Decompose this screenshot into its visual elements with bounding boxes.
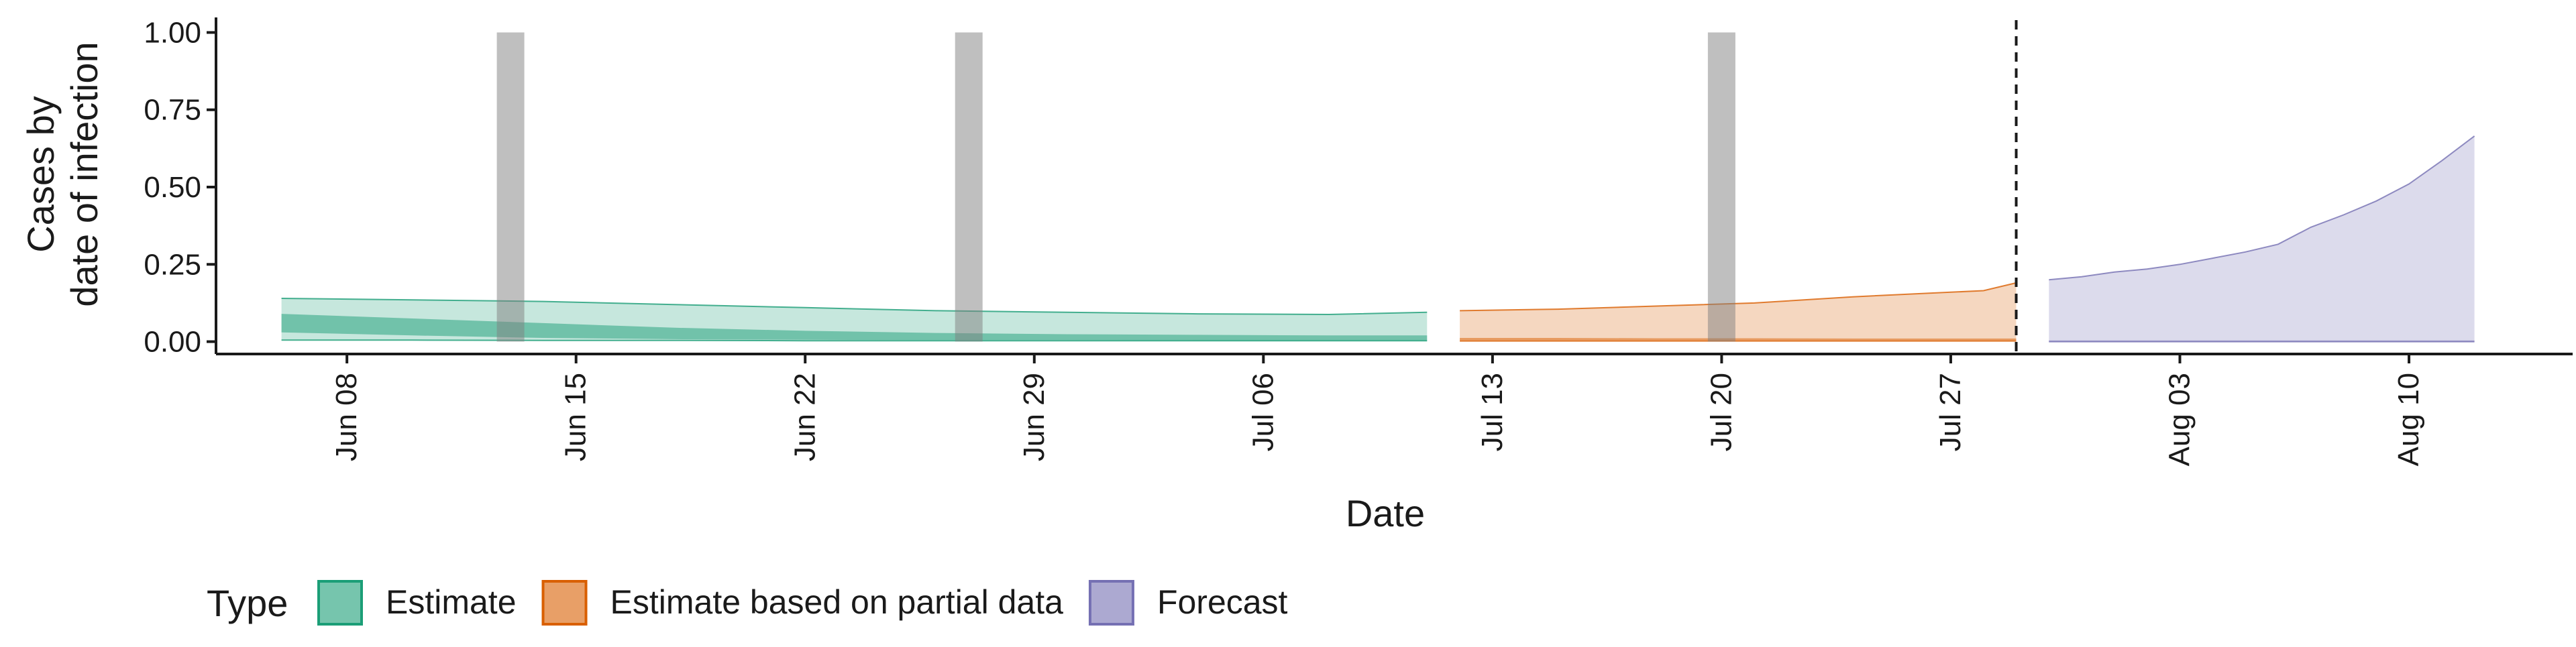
plot-area bbox=[281, 20, 2475, 354]
highlight-bar-3 bbox=[1707, 32, 1735, 342]
x-tick-label: Jun 08 bbox=[330, 373, 363, 461]
y-axis-title-line-1: Cases by bbox=[19, 96, 62, 252]
x-tick-label: Jun 22 bbox=[788, 373, 821, 461]
x-tick-label: Jul 20 bbox=[1705, 373, 1737, 451]
legend-title: Type bbox=[207, 582, 288, 624]
legend-label-estimate-based-on-partial-data: Estimate based on partial data bbox=[610, 583, 1064, 621]
legend: Type Estimate Estimate based on partial d… bbox=[207, 580, 1288, 626]
highlight-bar-1 bbox=[496, 32, 525, 342]
series-estimate-based-on-partial-data-upper-line bbox=[1460, 282, 2017, 312]
legend-swatch-estimate-based-on-partial-data bbox=[541, 580, 588, 626]
y-tick-label: 0.00 bbox=[144, 326, 201, 359]
legend-label-forecast: Forecast bbox=[1157, 583, 1288, 621]
y-tick-label: 0.75 bbox=[144, 94, 201, 127]
legend-swatch-forecast bbox=[1088, 580, 1134, 626]
x-tick-label: Jul 27 bbox=[1934, 373, 1967, 451]
y-axis-title-line-2: date of infection bbox=[63, 42, 105, 306]
legend-swatch-estimate bbox=[317, 580, 363, 626]
y-tick-label: 1.00 bbox=[144, 16, 201, 49]
series-estimate-inner-band bbox=[281, 314, 1428, 341]
x-tick-label: Jun 15 bbox=[559, 373, 592, 461]
y-tick-label: 0.50 bbox=[144, 171, 201, 204]
axes: 0.00 0.25 0.50 0.75 1.00 Jun 08 Jun 15 Jun 22 Ju… bbox=[144, 16, 2573, 466]
series-estimate-lower-line bbox=[281, 339, 1428, 342]
series-estimate-based-on-partial-data-outer-band bbox=[1460, 282, 2017, 341]
x-tick-label: Aug 03 bbox=[2163, 373, 2196, 466]
series-estimate-based-on-partial-data-inner-band bbox=[1460, 338, 2017, 341]
series-forecast-outer-band bbox=[2049, 135, 2475, 342]
series-forecast-upper-line bbox=[2049, 135, 2475, 281]
y-tick-label: 0.25 bbox=[144, 248, 201, 281]
highlight-bar-2 bbox=[955, 32, 983, 342]
x-tick-label: Jul 13 bbox=[1476, 373, 1509, 451]
x-axis-title: Date bbox=[1346, 492, 1425, 534]
series-estimate-upper-line bbox=[281, 298, 1428, 316]
legend-label-estimate: Estimate bbox=[386, 583, 517, 621]
x-tick-label: Jun 29 bbox=[1018, 373, 1051, 461]
x-tick-label: Aug 10 bbox=[2392, 373, 2425, 466]
x-tick-label: Jul 06 bbox=[1246, 373, 1279, 451]
